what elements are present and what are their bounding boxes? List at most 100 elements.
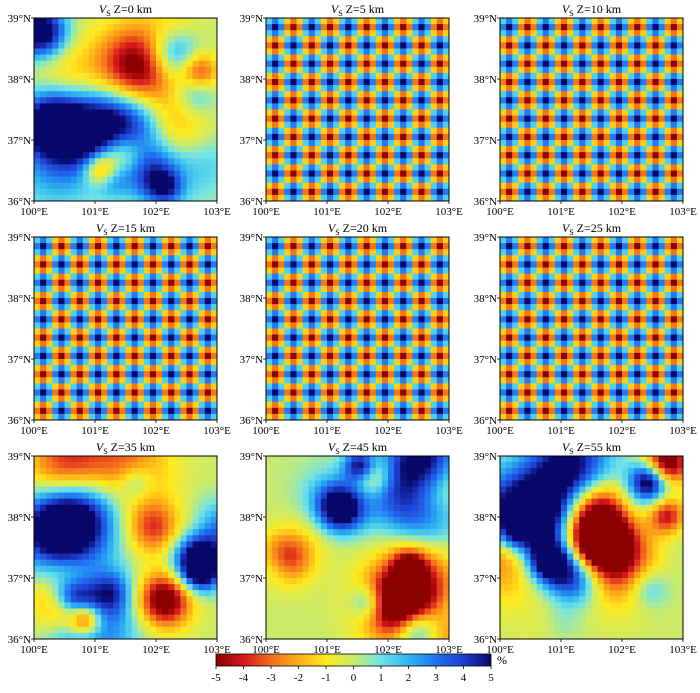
- heatmap-cell: [284, 298, 291, 305]
- heatmap-cell: [375, 291, 383, 299]
- heatmap-cell: [198, 24, 206, 31]
- heatmap-cell: [131, 24, 139, 31]
- heatmap-cell: [210, 383, 217, 391]
- heatmap-cell: [52, 188, 59, 196]
- heatmap-cell: [272, 255, 279, 262]
- heatmap-cell: [314, 267, 322, 275]
- heatmap-cell: [375, 146, 383, 153]
- heatmap-cell: [548, 261, 556, 269]
- heatmap-cell: [308, 140, 316, 147]
- heatmap-cell: [149, 243, 157, 250]
- heatmap-cell: [406, 24, 413, 31]
- heatmap-cell: [131, 352, 139, 360]
- heatmap-cell: [290, 158, 298, 165]
- heatmap-cell: [622, 291, 629, 299]
- heatmap-cell: [524, 279, 532, 287]
- heatmap-cell: [174, 243, 181, 250]
- heatmap-cell: [388, 194, 395, 201]
- heatmap-cell: [52, 389, 59, 397]
- heatmap-cell: [573, 194, 580, 201]
- heatmap-cell: [640, 42, 647, 50]
- heatmap-cell: [76, 182, 84, 190]
- heatmap-cell: [82, 273, 90, 281]
- heatmap-cell: [266, 42, 273, 50]
- heatmap-cell: [58, 279, 66, 287]
- heatmap-cell: [46, 249, 53, 256]
- heatmap-cell: [266, 109, 273, 117]
- heatmap-cell: [585, 176, 593, 184]
- heatmap-cell: [542, 176, 550, 184]
- heatmap-cell: [40, 66, 47, 74]
- heatmap-cell: [198, 371, 206, 378]
- heatmap-cell: [52, 24, 59, 31]
- heatmap-cell: [302, 267, 310, 275]
- heatmap-cell: [70, 267, 78, 275]
- heatmap-cell: [339, 291, 346, 299]
- heatmap-cell: [278, 310, 285, 317]
- heatmap-cell: [320, 152, 328, 159]
- heatmap-cell: [646, 72, 654, 80]
- heatmap-cell: [302, 170, 310, 178]
- heatmap-cell: [327, 72, 334, 80]
- heatmap-cell: [327, 273, 334, 281]
- heatmap-cell: [351, 291, 359, 299]
- heatmap-cell: [542, 170, 550, 178]
- heatmap-cell: [125, 383, 133, 391]
- heatmap-cell: [388, 310, 395, 317]
- heatmap-cell: [670, 194, 678, 201]
- heatmap-cell: [394, 66, 401, 74]
- heatmap-cell: [418, 401, 426, 409]
- heatmap-cell: [524, 36, 532, 43]
- heatmap-cell: [591, 30, 599, 37]
- heatmap-cell: [424, 395, 432, 403]
- heatmap-cell: [70, 30, 78, 37]
- heatmap-cell: [628, 267, 635, 275]
- heatmap-cell: [603, 48, 611, 56]
- heatmap-cell: [284, 389, 291, 397]
- heatmap-cell: [363, 395, 371, 403]
- heatmap-cell: [363, 322, 371, 330]
- heatmap-cell: [88, 158, 96, 165]
- heatmap-cell: [506, 194, 513, 201]
- heatmap-cell: [573, 310, 580, 317]
- heatmap-cell: [272, 54, 279, 62]
- heatmap-cell: [52, 237, 59, 244]
- heatmap-cell: [424, 249, 432, 256]
- heatmap-cell: [363, 72, 371, 80]
- heatmap-cell: [548, 127, 556, 135]
- heatmap-cell: [670, 24, 678, 31]
- heatmap-cell: [530, 66, 538, 74]
- heatmap-cell: [524, 158, 532, 165]
- heatmap-cell: [585, 121, 593, 129]
- heatmap-cell: [70, 72, 78, 80]
- heatmap-cell: [622, 18, 629, 25]
- heatmap-cell: [143, 66, 151, 74]
- heatmap-cell: [579, 97, 586, 104]
- heatmap-cell: [204, 352, 212, 360]
- heatmap-cell: [76, 79, 84, 86]
- heatmap-cell: [174, 164, 181, 172]
- heatmap-cell: [579, 158, 586, 165]
- heatmap-cell: [554, 164, 562, 172]
- heatmap-cell: [622, 279, 629, 287]
- heatmap-cell: [278, 413, 285, 420]
- heatmap-cell: [113, 115, 120, 123]
- heatmap-cell: [198, 328, 206, 336]
- heatmap-cell: [530, 115, 538, 123]
- heatmap-cell: [369, 285, 377, 293]
- heatmap-cell: [351, 322, 359, 330]
- heatmap-cell: [394, 310, 401, 317]
- heatmap-cell: [149, 36, 157, 43]
- heatmap-cell: [82, 152, 90, 159]
- heatmap-cell: [40, 170, 47, 178]
- heatmap-cell: [320, 352, 328, 360]
- heatmap-cell: [424, 54, 432, 62]
- heatmap-cell: [113, 255, 120, 262]
- heatmap-cell: [174, 383, 181, 391]
- heatmap-cell: [388, 328, 395, 336]
- heatmap-cell: [658, 48, 666, 56]
- heatmap-cell: [628, 24, 635, 31]
- heatmap-cell: [542, 42, 550, 50]
- heatmap-cell: [524, 310, 532, 317]
- heatmap-cell: [658, 103, 666, 111]
